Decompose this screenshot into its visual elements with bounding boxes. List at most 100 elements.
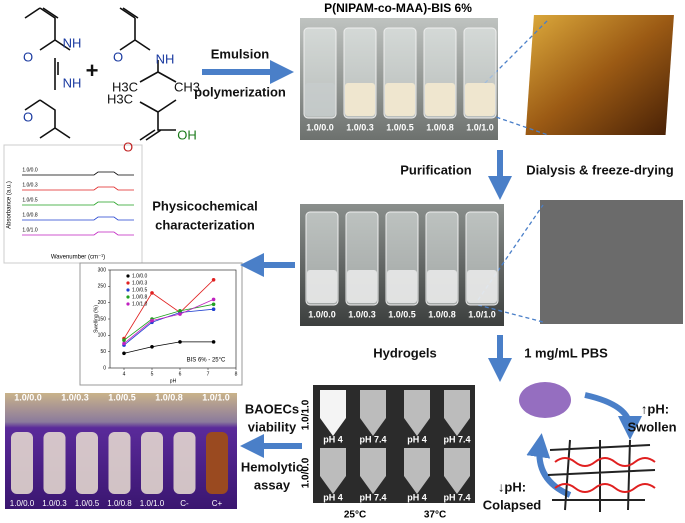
vial-label: 1.0/0.8	[426, 122, 454, 132]
photo-title: P(NIPAM-co-MAA)-BIS 6%	[324, 1, 472, 15]
atom-label: H3C	[112, 79, 138, 94]
bond	[139, 99, 177, 141]
tube	[43, 432, 66, 494]
cell-label: 1.0/1.0	[202, 392, 230, 402]
y-tick-label: 50	[100, 349, 106, 355]
row-label: 1.0/1.0	[301, 399, 312, 430]
cell-label: 1.0/0.8	[155, 392, 183, 402]
spectrum	[22, 201, 134, 206]
axis-title: Wavenumber (cm⁻¹)	[51, 255, 105, 261]
network-chain	[554, 457, 656, 493]
ph-label: pH 4	[323, 492, 343, 502]
row-label: 1.0/0.0	[301, 457, 312, 488]
legend-marker	[126, 288, 130, 292]
collapsed-particle	[519, 382, 571, 418]
x-tick-label: 7	[207, 371, 210, 377]
vial-label: 1.0/1.0	[468, 309, 496, 319]
tube	[141, 432, 163, 494]
spectrum-label: 1.0/0.0	[22, 167, 38, 173]
y-axis-title: Swelling (%)	[93, 305, 99, 333]
arrows	[202, 60, 642, 498]
vial-content	[467, 270, 497, 303]
vial-content	[345, 83, 375, 116]
spectrum	[22, 216, 134, 221]
legend-marker	[126, 281, 130, 285]
tube	[360, 390, 386, 436]
data-point	[122, 341, 126, 346]
structures	[24, 7, 177, 141]
step-label: Physicochemical	[152, 198, 258, 213]
tube	[404, 390, 430, 436]
zoom-line	[469, 19, 549, 99]
tube	[206, 432, 228, 494]
x-tick-label: 6	[179, 371, 182, 377]
response-label: ↓pH:	[498, 479, 526, 494]
tube-label: C-	[180, 499, 189, 508]
ph-label: pH 7.4	[443, 434, 470, 444]
legend-label: 1.0/0.0	[132, 273, 148, 279]
vial-label: 1.0/0.5	[386, 122, 414, 132]
vial-label: 1.0/0.5	[388, 309, 416, 319]
tube	[404, 448, 430, 494]
swollen-network	[547, 439, 656, 512]
vial-label: 1.0/0.3	[348, 309, 376, 319]
y-tick-label: 150	[98, 316, 107, 322]
atom-label: NH	[156, 51, 175, 66]
vial-content	[307, 270, 337, 303]
legend-label: 1.0/0.3	[132, 280, 148, 286]
ph-label: pH 4	[323, 434, 343, 444]
spectrum	[22, 186, 134, 191]
series-line	[123, 303, 214, 341]
data-point	[178, 340, 182, 344]
swelling-panel	[79, 262, 243, 386]
vial-content	[425, 83, 455, 116]
y-tick-label: 250	[98, 284, 107, 290]
legend-label: 1.0/0.5	[132, 287, 148, 293]
sem-image	[540, 200, 683, 324]
data-point	[122, 338, 126, 343]
spectrum	[22, 231, 134, 236]
vial-content	[427, 270, 457, 303]
axis-title: Absorbance (a.u.)	[7, 181, 13, 229]
vial-content	[465, 83, 495, 116]
y-tick-label: 300	[98, 267, 107, 273]
data-point	[211, 302, 216, 307]
step-label: characterization	[155, 217, 255, 232]
network	[547, 439, 656, 512]
series-line	[123, 299, 214, 344]
tube	[173, 432, 196, 494]
atom-label: O	[113, 49, 123, 64]
spectrum-label: 1.0/0.5	[22, 197, 38, 203]
vial-label: 1.0/1.0	[466, 122, 494, 132]
tube	[320, 448, 346, 494]
zoom-line	[477, 204, 544, 301]
zoom-lines	[469, 19, 549, 323]
vial-label: 1.0/0.8	[428, 309, 456, 319]
data-point	[211, 340, 216, 344]
data-point	[150, 291, 154, 295]
vial-label: 1.0/0.0	[308, 309, 336, 319]
x-tick-label: 4	[123, 371, 126, 377]
y-tick-label: 0	[103, 365, 106, 371]
ph-label: pH 4	[407, 492, 427, 502]
tube	[76, 432, 98, 494]
tube	[108, 432, 131, 494]
series-line	[123, 341, 214, 354]
bond	[24, 7, 71, 51]
step-label: 1 mg/mL PBS	[524, 345, 608, 360]
bond	[119, 7, 177, 83]
step-label: viability	[248, 419, 297, 434]
series-line	[123, 279, 214, 339]
ph-label: pH 4	[407, 434, 427, 444]
spectrum-label: 1.0/1.0	[22, 227, 38, 233]
tube	[360, 448, 386, 494]
bond	[54, 58, 59, 90]
x-tick-label: 8	[235, 371, 238, 377]
step-label: Emulsion	[211, 46, 270, 61]
atom-label: O	[123, 139, 133, 154]
response-label: Colapsed	[483, 497, 542, 512]
atom-label: +	[86, 58, 99, 83]
data-point	[150, 318, 154, 323]
legend-marker	[126, 295, 130, 299]
tube-label: 1.0/0.5	[75, 499, 100, 508]
